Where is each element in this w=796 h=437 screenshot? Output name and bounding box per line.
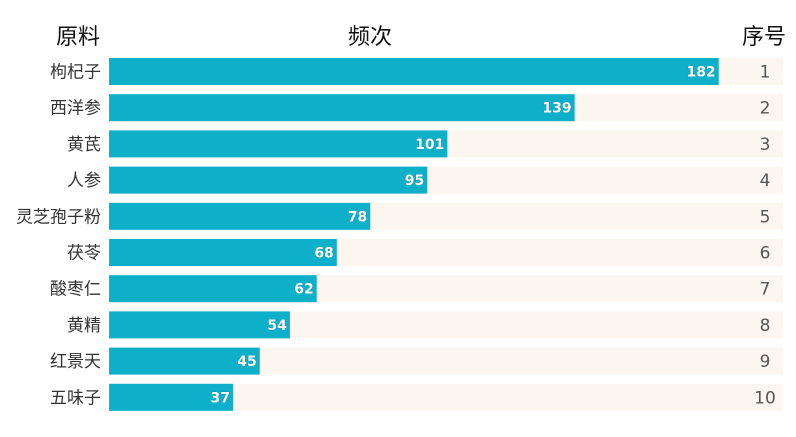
- bar: [109, 383, 233, 411]
- value-label: 68: [314, 246, 333, 262]
- rank-label: 6: [760, 244, 771, 264]
- rank-label: 4: [760, 171, 771, 191]
- bar: [109, 166, 428, 194]
- bar: [109, 58, 719, 85]
- category-label: 人参: [67, 171, 101, 191]
- bar: [109, 311, 290, 339]
- bar: [109, 202, 371, 230]
- rank-label: 10: [754, 388, 776, 408]
- rank-label: 1: [760, 63, 771, 83]
- value-label: 139: [542, 101, 571, 117]
- header-ingredient: 原料: [56, 25, 100, 50]
- value-label: 62: [294, 282, 313, 298]
- rank-label: 5: [760, 207, 771, 227]
- value-label: 95: [405, 173, 424, 189]
- category-label: 西洋参: [50, 99, 101, 119]
- category-label: 灵芝孢子粉: [16, 207, 101, 227]
- bar: [109, 239, 337, 266]
- value-label: 78: [348, 209, 367, 225]
- header-rank: 序号: [742, 25, 786, 50]
- rank-label: 2: [760, 99, 771, 119]
- value-label: 101: [415, 137, 444, 153]
- value-label: 37: [210, 390, 229, 406]
- value-label: 182: [686, 65, 715, 81]
- category-label: 枸杞子: [50, 63, 101, 83]
- category-label: 黄芪: [67, 135, 101, 155]
- rank-label: 8: [760, 316, 771, 336]
- category-label: 五味子: [50, 388, 101, 408]
- rank-label: 3: [760, 135, 771, 155]
- bar: [109, 275, 317, 303]
- bar: [109, 130, 448, 158]
- rank-label: 9: [760, 352, 771, 372]
- category-label: 红景天: [50, 352, 101, 372]
- bar: [109, 94, 575, 122]
- category-label: 茯苓: [67, 244, 101, 264]
- value-label: 54: [267, 318, 287, 334]
- rank-label: 7: [760, 280, 771, 300]
- category-label: 酸枣仁: [50, 280, 101, 300]
- bar: [109, 347, 260, 375]
- category-label: 黄精: [67, 316, 101, 336]
- value-label: 45: [237, 354, 256, 370]
- header-frequency: 频次: [348, 25, 392, 50]
